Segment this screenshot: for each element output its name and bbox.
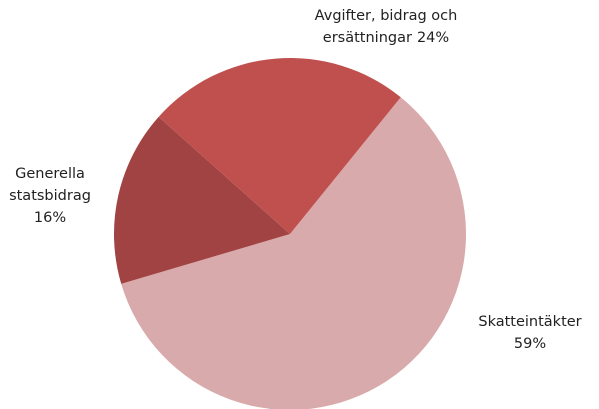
label-line: statsbidrag <box>9 188 91 204</box>
label-line: Generella <box>15 166 85 182</box>
value-label: 16% <box>34 210 66 226</box>
slice-label: Avgifter, bidrag och ersättningar 24% <box>315 8 458 46</box>
slice-label: Generella statsbidrag 16% <box>9 166 91 226</box>
slice-label: Skatteintäkter 59% <box>478 314 581 352</box>
value-label: 24% <box>417 30 449 46</box>
label-line: Avgifter, bidrag och <box>315 8 458 24</box>
pie-slice <box>121 97 466 409</box>
pie-slice <box>158 58 401 235</box>
label-line: ersättningar <box>323 30 412 46</box>
value-label: 59% <box>514 336 546 352</box>
label-line: Skatteintäkter <box>478 314 581 330</box>
pie-slice <box>113 116 290 284</box>
